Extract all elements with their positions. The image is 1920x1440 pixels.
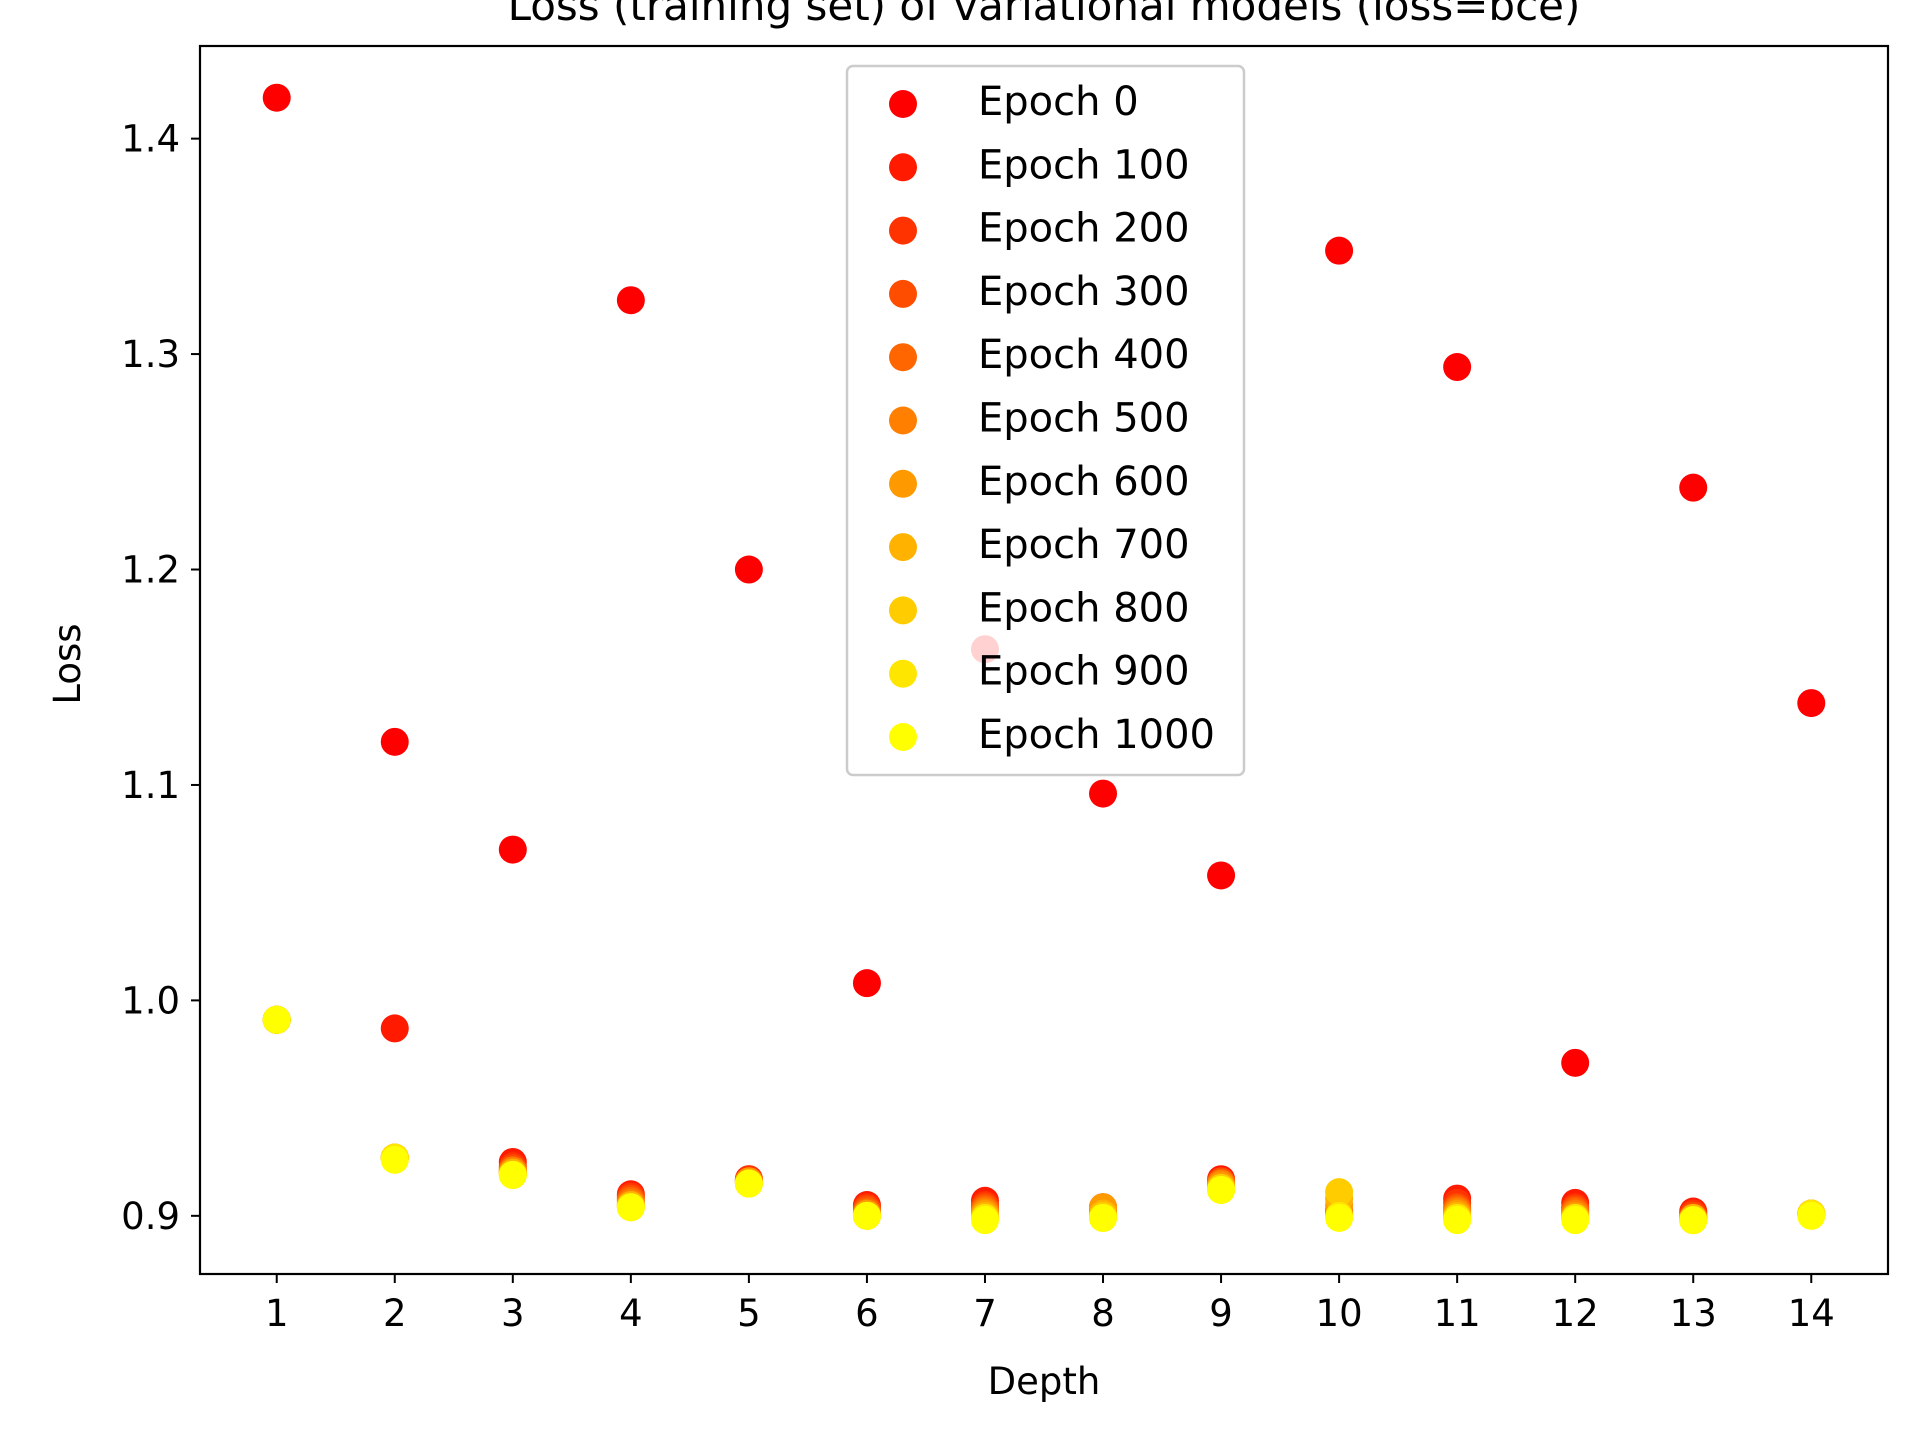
legend-items: Epoch 0 Epoch 100 Epoch 200 Epoch 300 Epoch … xyxy=(889,79,1215,758)
legend-box xyxy=(845,64,1246,777)
legend-marker xyxy=(889,469,917,498)
data-point xyxy=(380,727,409,756)
x-tick-label: 2 xyxy=(383,1292,407,1335)
points-layer xyxy=(262,83,1826,1235)
data-point xyxy=(1797,689,1826,718)
legend-marker xyxy=(889,659,917,688)
y-axis-label: Loss xyxy=(46,623,89,704)
legend-marker xyxy=(889,723,917,751)
x-tick-label: 1 xyxy=(265,1292,289,1335)
data-point xyxy=(1679,473,1708,502)
legend-label: Epoch 700 xyxy=(978,522,1190,568)
legend-label: Epoch 0 xyxy=(978,79,1139,125)
legend-entry: Epoch 200 xyxy=(889,206,1190,252)
legend-label: Epoch 1000 xyxy=(978,712,1215,758)
data-point xyxy=(1325,236,1354,265)
data-point xyxy=(1561,1206,1590,1235)
legend-marker xyxy=(889,343,917,372)
legend-entry: Epoch 300 xyxy=(889,269,1190,315)
series-group xyxy=(262,1005,1826,1235)
legend-entry: Epoch 600 xyxy=(889,459,1190,505)
x-tick-label: 5 xyxy=(737,1292,761,1335)
data-point xyxy=(1797,1201,1826,1230)
legend-entry: Epoch 700 xyxy=(889,522,1190,568)
y-axis: 0.9 1.0 1.1 1.2 1.3 1.4 xyxy=(121,118,200,1238)
data-point xyxy=(498,1160,527,1189)
legend-label: Epoch 100 xyxy=(978,142,1190,188)
x-tick-label: 6 xyxy=(855,1292,879,1335)
data-point xyxy=(616,286,645,315)
data-point xyxy=(262,83,291,112)
data-point xyxy=(1561,1048,1590,1077)
legend: Epoch 0 Epoch 100 Epoch 200 Epoch 300 Epoch … xyxy=(845,64,1246,777)
data-point xyxy=(380,1145,409,1174)
chart-title: Loss (training set) of variational model… xyxy=(508,0,1581,30)
x-tick-label: 8 xyxy=(1091,1292,1115,1335)
data-point xyxy=(616,1193,645,1222)
data-point xyxy=(1325,1203,1354,1232)
legend-marker xyxy=(889,216,917,245)
x-tick-label: 14 xyxy=(1788,1292,1835,1335)
x-tick-label: 3 xyxy=(501,1292,525,1335)
data-point xyxy=(498,835,527,864)
data-point xyxy=(1089,779,1118,808)
data-point xyxy=(970,1206,999,1235)
x-tick-label: 10 xyxy=(1316,1292,1363,1335)
legend-marker xyxy=(889,533,917,562)
legend-label: Epoch 400 xyxy=(978,332,1190,378)
data-point xyxy=(1325,1178,1354,1207)
legend-label: Epoch 800 xyxy=(978,585,1190,631)
legend-marker xyxy=(889,90,917,118)
legend-entry: Epoch 400 xyxy=(889,332,1190,378)
data-point xyxy=(1679,1206,1708,1235)
x-tick-label: 11 xyxy=(1434,1292,1481,1335)
data-point xyxy=(734,1169,763,1198)
data-point xyxy=(1089,1203,1118,1232)
data-point xyxy=(1443,1206,1472,1235)
legend-marker xyxy=(889,596,917,625)
y-tick-label: 1.2 xyxy=(121,549,180,592)
legend-label: Epoch 600 xyxy=(978,459,1190,505)
x-tick-label: 4 xyxy=(619,1292,643,1335)
data-point xyxy=(1207,861,1236,890)
x-tick-label: 9 xyxy=(1209,1292,1233,1335)
data-point xyxy=(734,555,763,584)
legend-entry: Epoch 500 xyxy=(889,396,1190,442)
legend-entry: Epoch 900 xyxy=(889,649,1190,695)
legend-entry: Epoch 1000 xyxy=(889,712,1215,758)
x-tick-label: 12 xyxy=(1552,1292,1599,1335)
data-point xyxy=(852,969,881,998)
legend-label: Epoch 300 xyxy=(978,269,1190,315)
legend-label: Epoch 500 xyxy=(978,396,1190,442)
legend-label: Epoch 900 xyxy=(978,649,1190,695)
legend-marker xyxy=(889,279,917,308)
y-tick-label: 1.0 xyxy=(121,979,180,1022)
legend-marker xyxy=(889,406,917,435)
y-tick-label: 1.4 xyxy=(121,118,180,161)
legend-label: Epoch 200 xyxy=(978,206,1190,252)
y-tick-label: 0.9 xyxy=(121,1195,180,1238)
x-axis-label: Depth xyxy=(988,1360,1101,1403)
data-point xyxy=(262,1005,291,1034)
y-tick-label: 1.1 xyxy=(121,764,180,807)
data-point xyxy=(380,1014,409,1043)
legend-entry: Epoch 100 xyxy=(889,142,1190,188)
x-tick-label: 13 xyxy=(1670,1292,1717,1335)
data-point xyxy=(852,1201,881,1230)
legend-entry: Epoch 0 xyxy=(889,79,1139,125)
y-tick-label: 1.3 xyxy=(121,333,180,376)
x-tick-label: 7 xyxy=(973,1292,997,1335)
data-point xyxy=(1443,353,1472,382)
plot-frame xyxy=(198,44,1890,1276)
x-axis: 1 2 3 4 5 6 7 8 9 10 11 12 13 14 xyxy=(265,1274,1835,1335)
data-point xyxy=(1207,1175,1236,1204)
legend-marker xyxy=(889,153,917,182)
legend-entry: Epoch 800 xyxy=(889,585,1190,631)
